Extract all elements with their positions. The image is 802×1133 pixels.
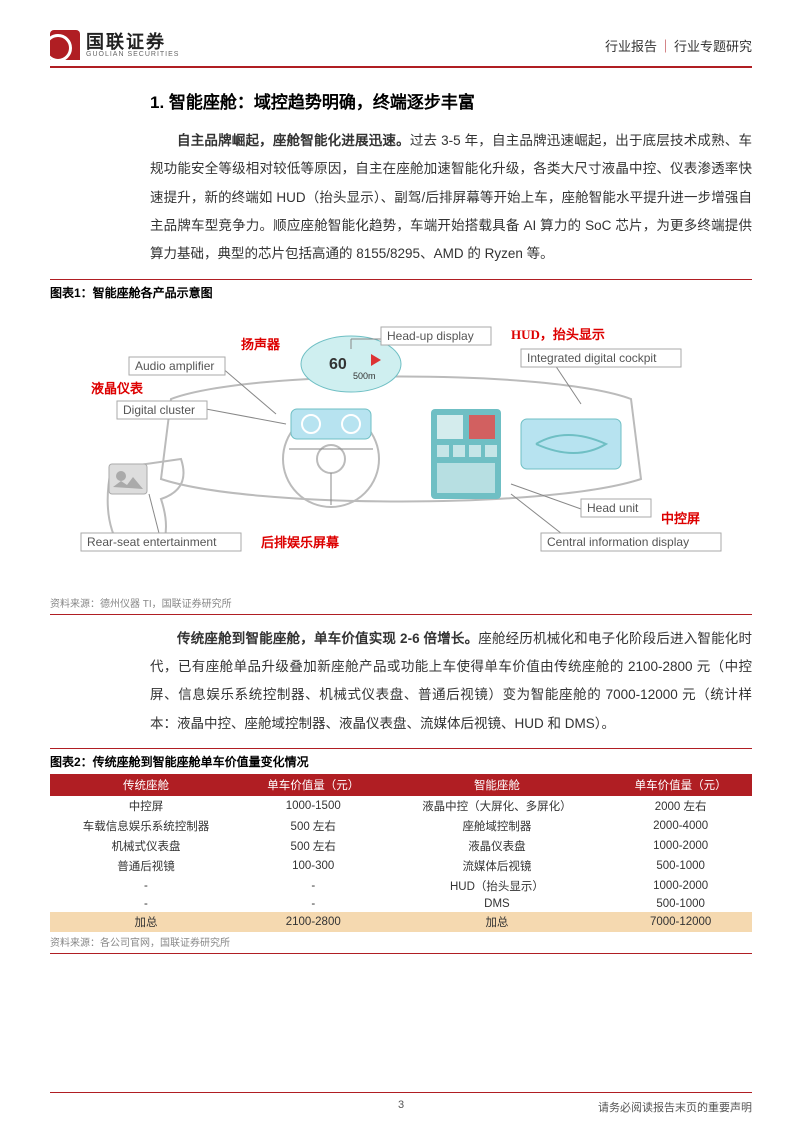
section-title: 1. 智能座舱：域控趋势明确，终端逐步丰富 xyxy=(150,88,752,113)
paragraph-2: 传统座舱到智能座舱，单车价值实现 2-6 倍增长。座舱经历机械化和电子化阶段后进… xyxy=(150,625,752,738)
table-row: 普通后视镜100-300流媒体后视镜500-1000 xyxy=(50,856,752,876)
svg-text:Head-up display: Head-up display xyxy=(387,329,474,343)
doc-type-right: 行业专题研究 xyxy=(674,39,752,54)
table-row: 车载信息娱乐系统控制器500 左右座舱域控制器2000-4000 xyxy=(50,816,752,836)
figure-1-source: 资料来源：德州仪器 TI，国联证券研究所 xyxy=(50,593,752,615)
doc-type-left: 行业报告 xyxy=(605,39,657,54)
svg-text:中控屏: 中控屏 xyxy=(661,511,700,526)
svg-text:500m: 500m xyxy=(353,371,376,381)
figure-1-title: 图表1：智能座舱各产品示意图 xyxy=(50,280,213,305)
table-header: 单车价值量（元） xyxy=(609,774,752,796)
table-row: 中控屏1000-1500液晶中控（大屏化、多屏化）2000 左右 xyxy=(50,796,752,816)
svg-text:60: 60 xyxy=(329,356,347,373)
svg-text:Digital cluster: Digital cluster xyxy=(123,403,195,417)
doc-type: 行业报告｜行业专题研究 xyxy=(605,36,752,55)
table-header: 智能座舱 xyxy=(385,774,610,796)
table-row: 机械式仪表盘500 左右液晶仪表盘1000-2000 xyxy=(50,836,752,856)
svg-text:Rear-seat entertainment: Rear-seat entertainment xyxy=(87,535,217,549)
figure-1-diagram: 60 500m xyxy=(50,309,752,589)
logo-cn: 国联证券 xyxy=(86,33,179,51)
page-number: 3 xyxy=(398,1099,404,1111)
table-header: 传统座舱 xyxy=(50,774,242,796)
svg-text:液晶仪表: 液晶仪表 xyxy=(91,381,144,396)
page-footer: 3 请务必阅读报告末页的重要声明 xyxy=(50,1092,752,1115)
page-header: 国联证券 GUOLIAN SECURITIES 行业报告｜行业专题研究 xyxy=(50,30,752,68)
figure-2-title-row: 图表2：传统座舱到智能座舱单车价值量变化情况 xyxy=(50,748,752,774)
svg-text:Head unit: Head unit xyxy=(587,501,639,515)
figure-2-source: 资料来源：各公司官网，国联证券研究所 xyxy=(50,932,752,954)
paragraph-1: 自主品牌崛起，座舱智能化进展迅速。过去 3-5 年，自主品牌迅速崛起，出于底层技… xyxy=(150,127,752,269)
logo: 国联证券 GUOLIAN SECURITIES xyxy=(50,30,179,60)
svg-text:Integrated digital cockpit: Integrated digital cockpit xyxy=(527,351,657,365)
footer-notice: 请务必阅读报告末页的重要声明 xyxy=(598,1099,752,1115)
svg-text:扬声器: 扬声器 xyxy=(241,337,281,352)
svg-text:Audio amplifier: Audio amplifier xyxy=(135,359,214,373)
table-row: --DMS500-1000 xyxy=(50,896,752,912)
figure-2-table: 传统座舱单车价值量（元）智能座舱单车价值量（元） 中控屏1000-1500液晶中… xyxy=(50,774,752,932)
svg-text:HUD，抬头显示: HUD，抬头显示 xyxy=(511,327,605,342)
svg-text:后排娱乐屏幕: 后排娱乐屏幕 xyxy=(261,535,340,550)
figure-2-title: 图表2：传统座舱到智能座舱单车价值量变化情况 xyxy=(50,749,309,774)
logo-icon xyxy=(50,30,80,60)
figure-1-title-row: 图表1：智能座舱各产品示意图 xyxy=(50,279,752,305)
table-row: --HUD（抬头显示）1000-2000 xyxy=(50,876,752,896)
logo-en: GUOLIAN SECURITIES xyxy=(86,51,179,58)
svg-text:Central information display: Central information display xyxy=(547,535,689,549)
table-header: 单车价值量（元） xyxy=(242,774,385,796)
table-sum-row: 加总2100-2800加总7000-12000 xyxy=(50,912,752,932)
